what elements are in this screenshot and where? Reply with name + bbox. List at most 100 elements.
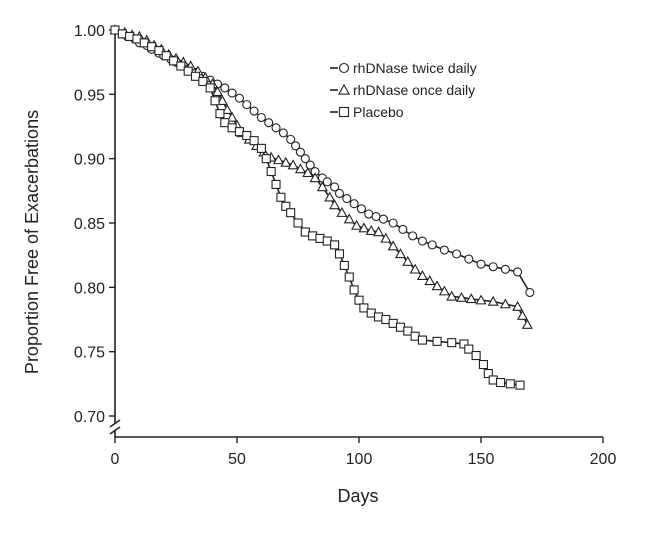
data-point-circle <box>342 194 352 204</box>
data-point-square <box>205 83 215 93</box>
data-point-square <box>447 338 457 348</box>
x-axis-title: Days <box>337 486 378 506</box>
data-point-triangle <box>343 213 355 224</box>
x-axis: 0 50 100 150 200 <box>111 436 617 468</box>
data-point-circle <box>464 254 474 264</box>
data-point-circle <box>322 177 332 187</box>
legend-entry: Placebo <box>330 104 404 120</box>
data-point-triangle <box>402 255 414 266</box>
data-point-triangle <box>294 163 306 174</box>
data-point-circle <box>330 182 340 192</box>
data-point-square <box>417 335 427 345</box>
data-point-circle <box>291 141 301 151</box>
data-point-triangle <box>499 298 511 309</box>
data-point-triangle <box>221 104 233 115</box>
data-point-square <box>176 61 186 71</box>
data-point-square <box>286 208 296 218</box>
data-point-circle <box>286 134 296 144</box>
y-axis-break-mark <box>109 426 121 435</box>
data-point-circle <box>305 160 315 170</box>
data-point-square <box>505 379 515 389</box>
data-point-square <box>154 46 164 56</box>
data-point-triangle <box>380 232 392 243</box>
x-tick-label: 100 <box>346 451 373 468</box>
data-point-triangle <box>516 309 529 320</box>
x-tick-label: 200 <box>590 451 617 468</box>
data-point-circle <box>500 264 510 274</box>
data-point-triangle <box>387 240 399 251</box>
data-point-square <box>515 380 525 390</box>
data-point-circle <box>378 214 388 224</box>
data-point-square <box>339 260 349 271</box>
series-layer <box>109 24 535 390</box>
data-point-circle <box>417 236 427 246</box>
data-point-triangle <box>438 285 450 296</box>
x-tick-label: 50 <box>228 451 246 468</box>
data-point-triangle <box>424 275 436 286</box>
legend-marker-square <box>338 106 350 118</box>
data-point-circle <box>278 128 288 138</box>
data-point-square <box>471 350 481 361</box>
y-tick-label: 0.95 <box>74 87 105 104</box>
data-point-square <box>344 272 354 282</box>
data-point-triangle <box>394 248 407 259</box>
data-point-circle <box>264 118 274 128</box>
data-point-triangle <box>431 280 443 291</box>
data-point-triangle <box>475 294 487 305</box>
data-point-circle <box>256 112 266 123</box>
data-point-triangle <box>211 86 224 96</box>
data-point-triangle <box>455 291 468 302</box>
data-point-square <box>334 249 345 259</box>
data-point-square <box>464 344 474 354</box>
data-point-circle <box>334 188 345 198</box>
data-point-triangle <box>512 300 524 311</box>
data-point-triangle <box>358 222 370 233</box>
data-point-square <box>169 56 179 66</box>
data-point-circle <box>271 123 281 133</box>
data-point-triangle <box>416 270 428 280</box>
data-point-circle <box>513 267 523 277</box>
data-point-circle <box>525 287 535 298</box>
data-point-triangle <box>309 172 321 183</box>
data-point-triangle <box>216 95 228 105</box>
data-point-square <box>215 109 225 119</box>
legend-marker-circle <box>338 62 350 74</box>
data-point-triangle <box>316 181 328 192</box>
data-point-circle <box>439 245 449 255</box>
y-axis: 0.70 0.75 0.80 0.85 0.90 0.95 1.00 <box>74 23 121 437</box>
data-point-square <box>242 130 252 141</box>
data-point-square <box>281 201 291 211</box>
data-point-square <box>256 143 266 153</box>
data-point-square <box>190 71 201 81</box>
y-tick-label: 0.75 <box>74 345 105 362</box>
data-point-square <box>271 179 281 189</box>
legend-entry: rhDNase once daily <box>330 82 475 98</box>
data-point-circle <box>242 100 252 110</box>
legend-label: Placebo <box>353 104 404 120</box>
data-point-triangle <box>287 159 299 170</box>
data-point-square <box>354 295 364 305</box>
data-point-triangle <box>446 290 458 301</box>
data-point-square <box>330 240 340 250</box>
data-point-circle <box>398 224 408 234</box>
legend-label: rhDNase once daily <box>353 82 475 98</box>
data-point-triangle <box>280 156 292 167</box>
data-point-triangle <box>329 199 341 210</box>
y-tick-label: 0.70 <box>74 409 105 426</box>
data-point-square <box>495 377 506 388</box>
y-axis-title: Proportion Free of Exacerbations <box>22 110 42 374</box>
y-axis-break-mark <box>109 419 121 428</box>
data-point-square <box>249 136 259 146</box>
data-point-square <box>432 336 442 346</box>
data-point-square <box>478 359 488 370</box>
data-point-triangle <box>365 224 377 235</box>
data-point-square <box>183 66 193 76</box>
data-point-square <box>483 368 493 379</box>
data-point-circle <box>488 262 498 272</box>
data-point-triangle <box>372 226 385 237</box>
legend-label: rhDNase twice daily <box>353 60 477 76</box>
data-point-circle <box>249 106 259 116</box>
data-point-square <box>161 51 171 61</box>
data-point-circle <box>227 88 237 98</box>
